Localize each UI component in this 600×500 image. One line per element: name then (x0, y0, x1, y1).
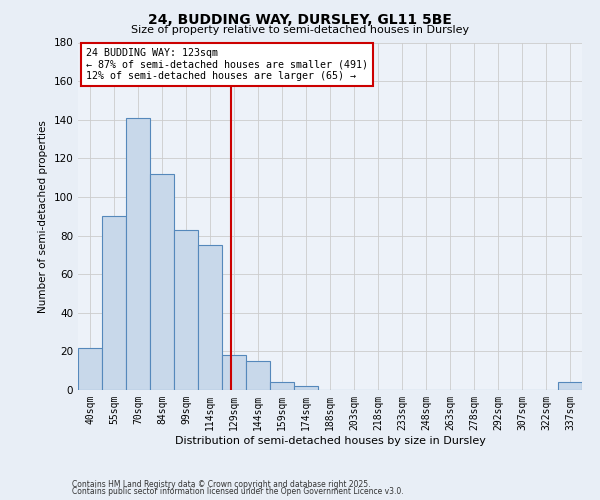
Text: 24, BUDDING WAY, DURSLEY, GL11 5BE: 24, BUDDING WAY, DURSLEY, GL11 5BE (148, 12, 452, 26)
Text: Size of property relative to semi-detached houses in Dursley: Size of property relative to semi-detach… (131, 25, 469, 35)
Bar (294, 386, 318, 390)
Bar (558, 382, 582, 390)
Bar (246, 361, 270, 390)
Bar (126, 118, 150, 390)
Bar (150, 174, 174, 390)
Bar (78, 348, 102, 390)
Text: 24 BUDDING WAY: 123sqm
← 87% of semi-detached houses are smaller (491)
12% of se: 24 BUDDING WAY: 123sqm ← 87% of semi-det… (86, 48, 368, 81)
Bar (270, 382, 294, 390)
Bar (222, 355, 246, 390)
Text: Contains public sector information licensed under the Open Government Licence v3: Contains public sector information licen… (72, 487, 404, 496)
X-axis label: Distribution of semi-detached houses by size in Dursley: Distribution of semi-detached houses by … (175, 436, 485, 446)
Bar (174, 230, 198, 390)
Bar (198, 245, 222, 390)
Y-axis label: Number of semi-detached properties: Number of semi-detached properties (38, 120, 48, 312)
Text: Contains HM Land Registry data © Crown copyright and database right 2025.: Contains HM Land Registry data © Crown c… (72, 480, 371, 489)
Bar (102, 216, 126, 390)
